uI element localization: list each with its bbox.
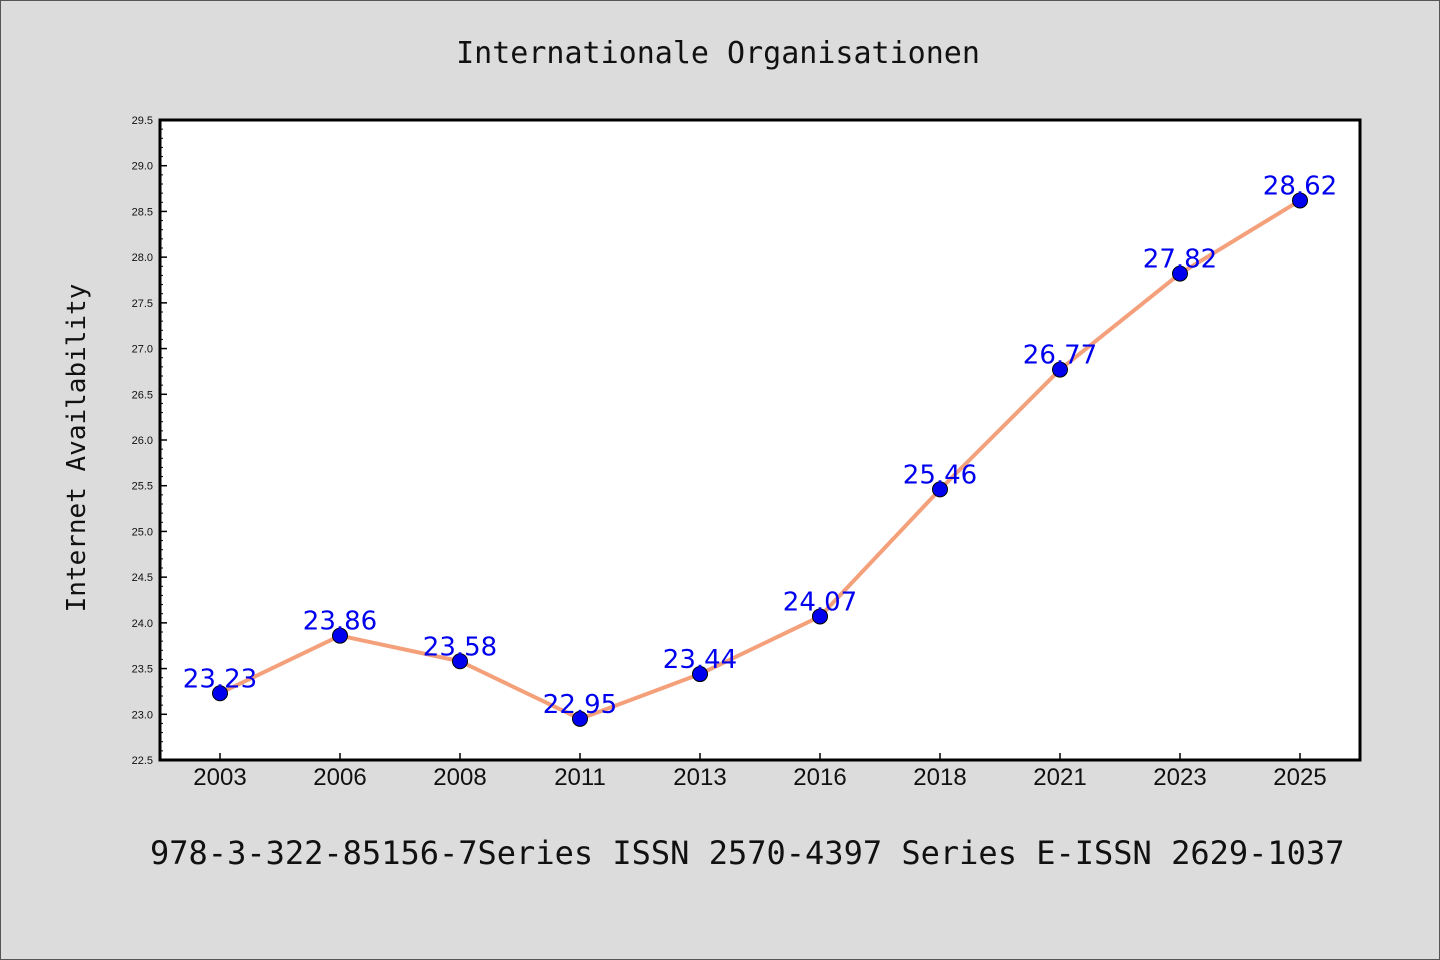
y-tick-label: 26.5 xyxy=(132,389,153,401)
data-point xyxy=(1172,265,1188,282)
x-tick-label: 2011 xyxy=(554,764,606,791)
x-tick-label: 2025 xyxy=(1273,764,1326,791)
x-tick-label: 2023 xyxy=(1153,764,1206,791)
data-label: 23.86 xyxy=(303,607,377,637)
footer-isbn-issn: 978-3-322-85156-7Series ISSN 2570-4397 S… xyxy=(150,834,1344,872)
y-tick-label: 28.0 xyxy=(132,252,153,264)
plot-area xyxy=(158,118,1362,762)
data-label: 23.44 xyxy=(663,645,737,675)
data-point xyxy=(212,685,228,702)
data-label: 22.95 xyxy=(543,690,617,720)
data-point xyxy=(452,653,468,670)
x-tick-label: 2008 xyxy=(433,764,486,791)
y-tick-label: 23.5 xyxy=(132,664,153,676)
y-axis-label: Internet Availability xyxy=(62,284,92,613)
y-tick-label: 22.5 xyxy=(132,755,153,767)
data-label: 27.82 xyxy=(1143,245,1217,275)
y-tick-label: 24.5 xyxy=(132,572,153,584)
x-tick-label: 2016 xyxy=(793,764,846,791)
data-label: 23.23 xyxy=(183,664,257,694)
data-point xyxy=(812,608,828,625)
data-label: 28.62 xyxy=(1263,171,1337,201)
y-tick-label: 25.5 xyxy=(132,481,153,493)
chart-title: Internationale Organisationen xyxy=(456,36,980,71)
data-point xyxy=(932,481,948,498)
data-point xyxy=(692,666,708,683)
y-axis: 22.5 23.0 23.5 24.0 24.5 25.0 25.5 26.0 26.5 27.0… xyxy=(132,115,167,767)
data-point xyxy=(572,710,588,727)
y-tick-label: 23.0 xyxy=(132,709,153,721)
y-tick-label: 29.0 xyxy=(132,161,153,173)
data-label: 26.77 xyxy=(1023,341,1097,371)
y-tick-label: 27.5 xyxy=(132,298,153,310)
y-tick-label: 28.5 xyxy=(132,206,153,218)
x-tick-label: 2021 xyxy=(1033,764,1086,791)
data-label: 25.46 xyxy=(903,460,977,490)
y-tick-label: 29.5 xyxy=(132,115,153,127)
x-tick-label: 2006 xyxy=(313,764,366,791)
data-point xyxy=(332,627,348,644)
data-markers xyxy=(212,192,1308,727)
y-tick-label: 26.0 xyxy=(132,435,153,447)
data-label: 24.07 xyxy=(783,587,857,617)
data-label: 23.58 xyxy=(423,632,497,662)
series-line xyxy=(219,198,1302,721)
x-tick-label: 2003 xyxy=(193,764,246,791)
data-labels: 23.23 23.86 23.58 22.95 23.44 24.07 25.46 26.77… xyxy=(183,171,1337,719)
y-tick-label: 25.0 xyxy=(132,526,153,538)
x-tick-label: 2013 xyxy=(673,764,726,791)
data-point xyxy=(1052,361,1068,378)
y-tick-label: 27.0 xyxy=(132,344,153,356)
y-tick-label: 24.0 xyxy=(132,618,153,630)
x-axis: 2003 2006 2008 2011 2013 2016 2018 2021 2023 2025 xyxy=(193,753,1327,791)
x-tick-label: 2018 xyxy=(913,764,966,791)
data-point xyxy=(1292,192,1308,209)
